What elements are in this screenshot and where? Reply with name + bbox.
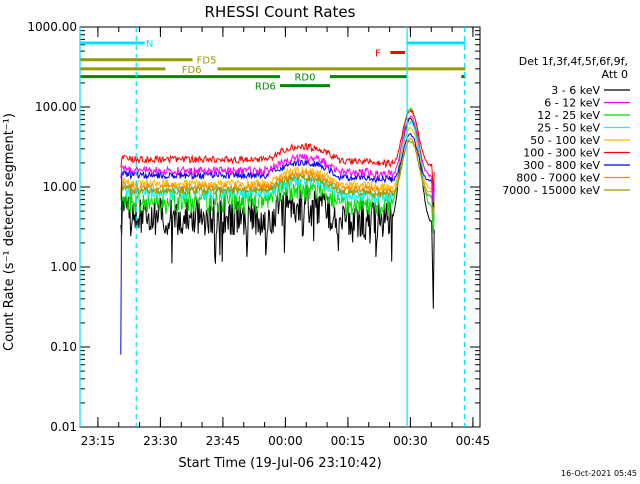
legend-label: 100 - 300 keV [523,147,600,160]
y-axis: 0.01 0.10 1.00 10.00 100.00 1000.00 [27,20,480,434]
series-line-7000-15000-kev [120,139,435,223]
series-line-100-300-kev [120,109,435,192]
x-axis-label: Start Time (19-Jul-06 23:10:42) [178,456,381,471]
legend-label: 50 - 100 keV [530,134,600,147]
flag-label-rd6: RD6 [255,82,276,93]
x-tick-label: 00:00 [268,434,303,448]
y-axis-label: Count Rate (s⁻¹ detector segment⁻¹) [2,113,17,351]
legend-title-line2: Att 0 [602,68,628,81]
x-tick-label: 23:45 [206,434,241,448]
flag-label-fd6: FD6 [182,65,202,76]
y-tick-label: 100.00 [35,100,77,114]
flag-label-n: N [146,39,153,50]
series-line-300-800-kev [120,133,435,355]
series-line-6-12-kev [120,115,435,203]
x-tick-label: 23:30 [143,434,178,448]
legend-label: 6 - 12 keV [544,97,600,110]
x-tick-label: 23:15 [81,434,116,448]
legend-label: 12 - 25 keV [537,109,600,122]
x-tick-label: 00:15 [331,434,366,448]
legend-label: 800 - 7000 keV [516,172,600,185]
y-tick-label: 10.00 [43,180,77,194]
y-tick-label: 0.10 [50,340,77,354]
flag-label-rd0: RD0 [294,73,315,84]
chart-title: RHESSI Count Rates [205,3,356,21]
legend-label: 3 - 6 keV [551,84,600,97]
legend: Det 1f,3f,4f,5f,6f,9f, Att 0 3 - 6 keV6 … [502,55,630,197]
series-line-25-50-kev [120,120,435,225]
y-tick-label: 0.01 [50,420,77,434]
y-tick-label: 1000.00 [27,20,77,34]
legend-label: 25 - 50 keV [537,122,600,135]
footer-timestamp: 16-Oct-2021 05:45 [561,469,637,478]
legend-label: 7000 - 15000 keV [502,184,600,197]
time-markers [79,27,466,427]
series-line-3-6-kev [120,117,435,309]
x-tick-label: 00:30 [393,434,428,448]
flag-label-f: F [375,49,381,60]
series-line-800-7000-kev [120,137,435,219]
x-tick-label: 00:45 [456,434,491,448]
flag-label-fd5: FD5 [197,56,217,67]
legend-title-line1: Det 1f,3f,4f,5f,6f,9f, [519,55,628,68]
x-axis: 23:15 23:30 23:45 00:00 00:15 00:30 00:45 [81,27,491,448]
y-tick-label: 1.00 [50,260,77,274]
series-group [120,107,435,355]
legend-label: 300 - 800 keV [523,159,600,172]
